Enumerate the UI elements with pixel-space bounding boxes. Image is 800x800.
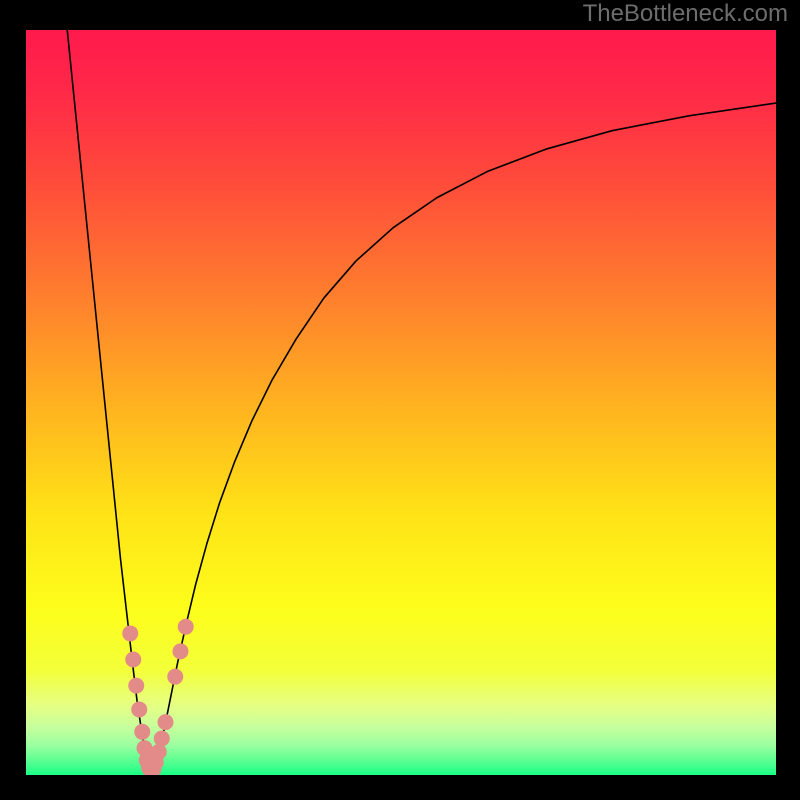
marker-point: [158, 715, 173, 730]
watermark-text: TheBottleneck.com: [583, 0, 788, 28]
marker-point: [154, 731, 169, 746]
bottleneck-chart: [0, 0, 800, 800]
marker-point: [151, 744, 166, 759]
marker-point: [129, 678, 144, 693]
marker-point: [168, 669, 183, 684]
marker-point: [173, 644, 188, 659]
marker-point: [135, 724, 150, 739]
marker-point: [132, 702, 147, 717]
marker-point: [178, 619, 193, 634]
chart-container: TheBottleneck.com: [0, 0, 800, 800]
marker-point: [126, 652, 141, 667]
marker-point: [123, 626, 138, 641]
